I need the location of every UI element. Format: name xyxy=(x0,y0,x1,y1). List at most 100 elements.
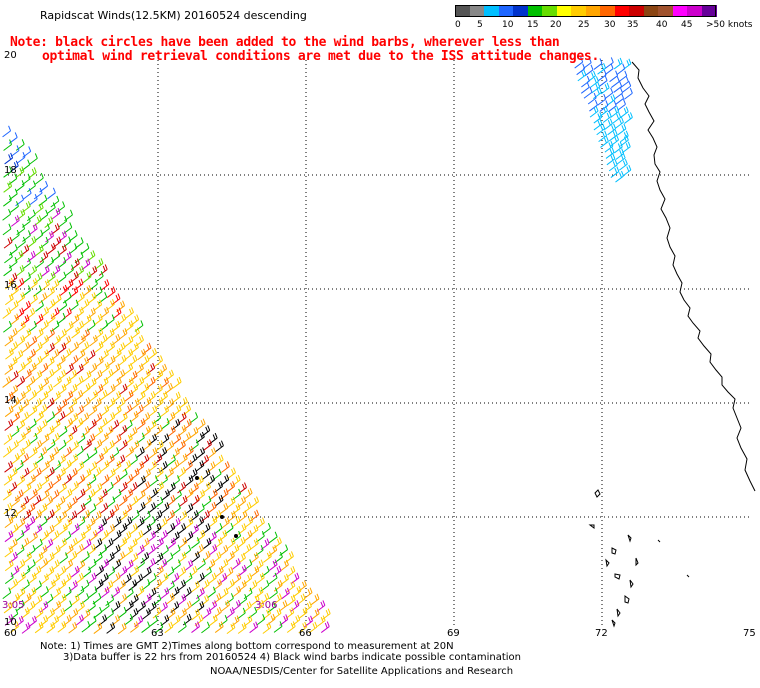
wind-barb xyxy=(202,495,212,508)
wind-barb xyxy=(22,384,32,397)
wind-barb xyxy=(34,621,44,634)
wind-barb xyxy=(613,57,623,70)
lon-label-72: 72 xyxy=(595,628,608,639)
wind-barb xyxy=(106,286,116,298)
wind-barb xyxy=(28,405,38,417)
wind-barb xyxy=(600,136,609,148)
wind-barb xyxy=(4,530,14,543)
wind-barb xyxy=(81,551,90,563)
wind-barb xyxy=(81,509,91,522)
wind-barb xyxy=(584,64,594,77)
wind-barb xyxy=(80,341,90,353)
wind-barb xyxy=(135,335,144,347)
wind-barb xyxy=(17,320,26,333)
wind-barb xyxy=(35,244,44,257)
wind-barb xyxy=(201,425,211,437)
wind-barb xyxy=(93,622,103,634)
wind-barb xyxy=(269,587,278,600)
wind-barb xyxy=(195,460,205,472)
wind-barb xyxy=(221,461,230,473)
wind-barb xyxy=(21,622,31,634)
wind-barb xyxy=(64,321,74,333)
wind-barb xyxy=(76,349,86,361)
wind-barb xyxy=(100,600,110,613)
wind-barb xyxy=(50,320,60,333)
wind-barb xyxy=(69,608,79,620)
wind-barb xyxy=(106,496,116,508)
wind-barb xyxy=(166,522,176,535)
wind-barb xyxy=(231,558,241,570)
wind-barb xyxy=(106,397,116,410)
wind-barb xyxy=(244,516,254,529)
wind-barb xyxy=(86,488,96,501)
wind-barb xyxy=(128,426,138,439)
wind-barb xyxy=(22,146,32,158)
wind-barb xyxy=(238,510,248,522)
wind-barb xyxy=(154,355,163,367)
wind-barb xyxy=(45,453,55,466)
wind-barb xyxy=(111,614,120,627)
wind-barb xyxy=(606,153,616,166)
wind-barb xyxy=(41,223,50,235)
wind-barb xyxy=(206,474,216,487)
wind-barb xyxy=(10,397,20,409)
wind-barb xyxy=(310,608,320,620)
wind-barb xyxy=(51,207,61,220)
wind-barb xyxy=(68,467,78,480)
wind-barb xyxy=(213,578,222,591)
wind-barb xyxy=(131,327,140,340)
wind-barb xyxy=(104,425,114,438)
wind-barb xyxy=(27,180,36,193)
wind-barb xyxy=(117,354,127,367)
wind-barb xyxy=(612,112,622,124)
wind-barb xyxy=(29,461,38,474)
wind-barb xyxy=(28,615,37,628)
wind-barb xyxy=(249,621,259,634)
wind-barb xyxy=(130,565,140,577)
wind-barb xyxy=(56,495,66,508)
wind-barb xyxy=(171,418,181,431)
color-scale-label: 5 xyxy=(477,20,483,30)
wind-barb xyxy=(50,446,60,459)
wind-barb xyxy=(140,537,150,550)
wind-barb xyxy=(117,606,127,619)
color-scale-label: 40 xyxy=(656,20,668,30)
wind-barb xyxy=(194,475,204,488)
wind-barb xyxy=(231,503,241,515)
wind-barb xyxy=(94,356,104,368)
wind-barb xyxy=(70,341,79,354)
wind-barb xyxy=(148,433,158,446)
wind-barb xyxy=(196,489,206,502)
wind-barb xyxy=(33,285,42,297)
wind-barb xyxy=(5,391,14,404)
wind-barb xyxy=(208,531,217,544)
wind-barb xyxy=(51,264,61,277)
wind-barb xyxy=(82,370,92,383)
wind-barb xyxy=(219,502,229,515)
wind-barb xyxy=(206,461,216,473)
wind-barb xyxy=(212,551,222,564)
lon-label-60: 60 xyxy=(4,628,17,639)
wind-barb xyxy=(256,613,266,626)
wind-barb xyxy=(593,87,602,100)
wind-barb xyxy=(15,307,25,320)
wind-barb xyxy=(3,601,13,614)
wind-barb xyxy=(9,300,19,312)
wind-barb xyxy=(2,376,12,388)
wind-barb xyxy=(208,544,218,556)
wind-barb xyxy=(34,551,44,564)
wind-barb xyxy=(610,134,620,147)
wind-barb xyxy=(74,375,84,388)
wind-barb xyxy=(290,600,300,612)
wind-barb xyxy=(165,398,175,410)
wind-barb xyxy=(9,578,18,591)
wind-barb xyxy=(622,164,632,177)
wind-barb xyxy=(249,538,259,550)
wind-barb xyxy=(58,215,68,228)
wind-barb xyxy=(141,412,151,424)
wind-barb xyxy=(178,537,188,549)
wind-barb xyxy=(152,412,162,425)
wind-barb xyxy=(63,488,73,501)
wind-barb xyxy=(5,277,14,290)
wind-barb xyxy=(38,194,48,207)
